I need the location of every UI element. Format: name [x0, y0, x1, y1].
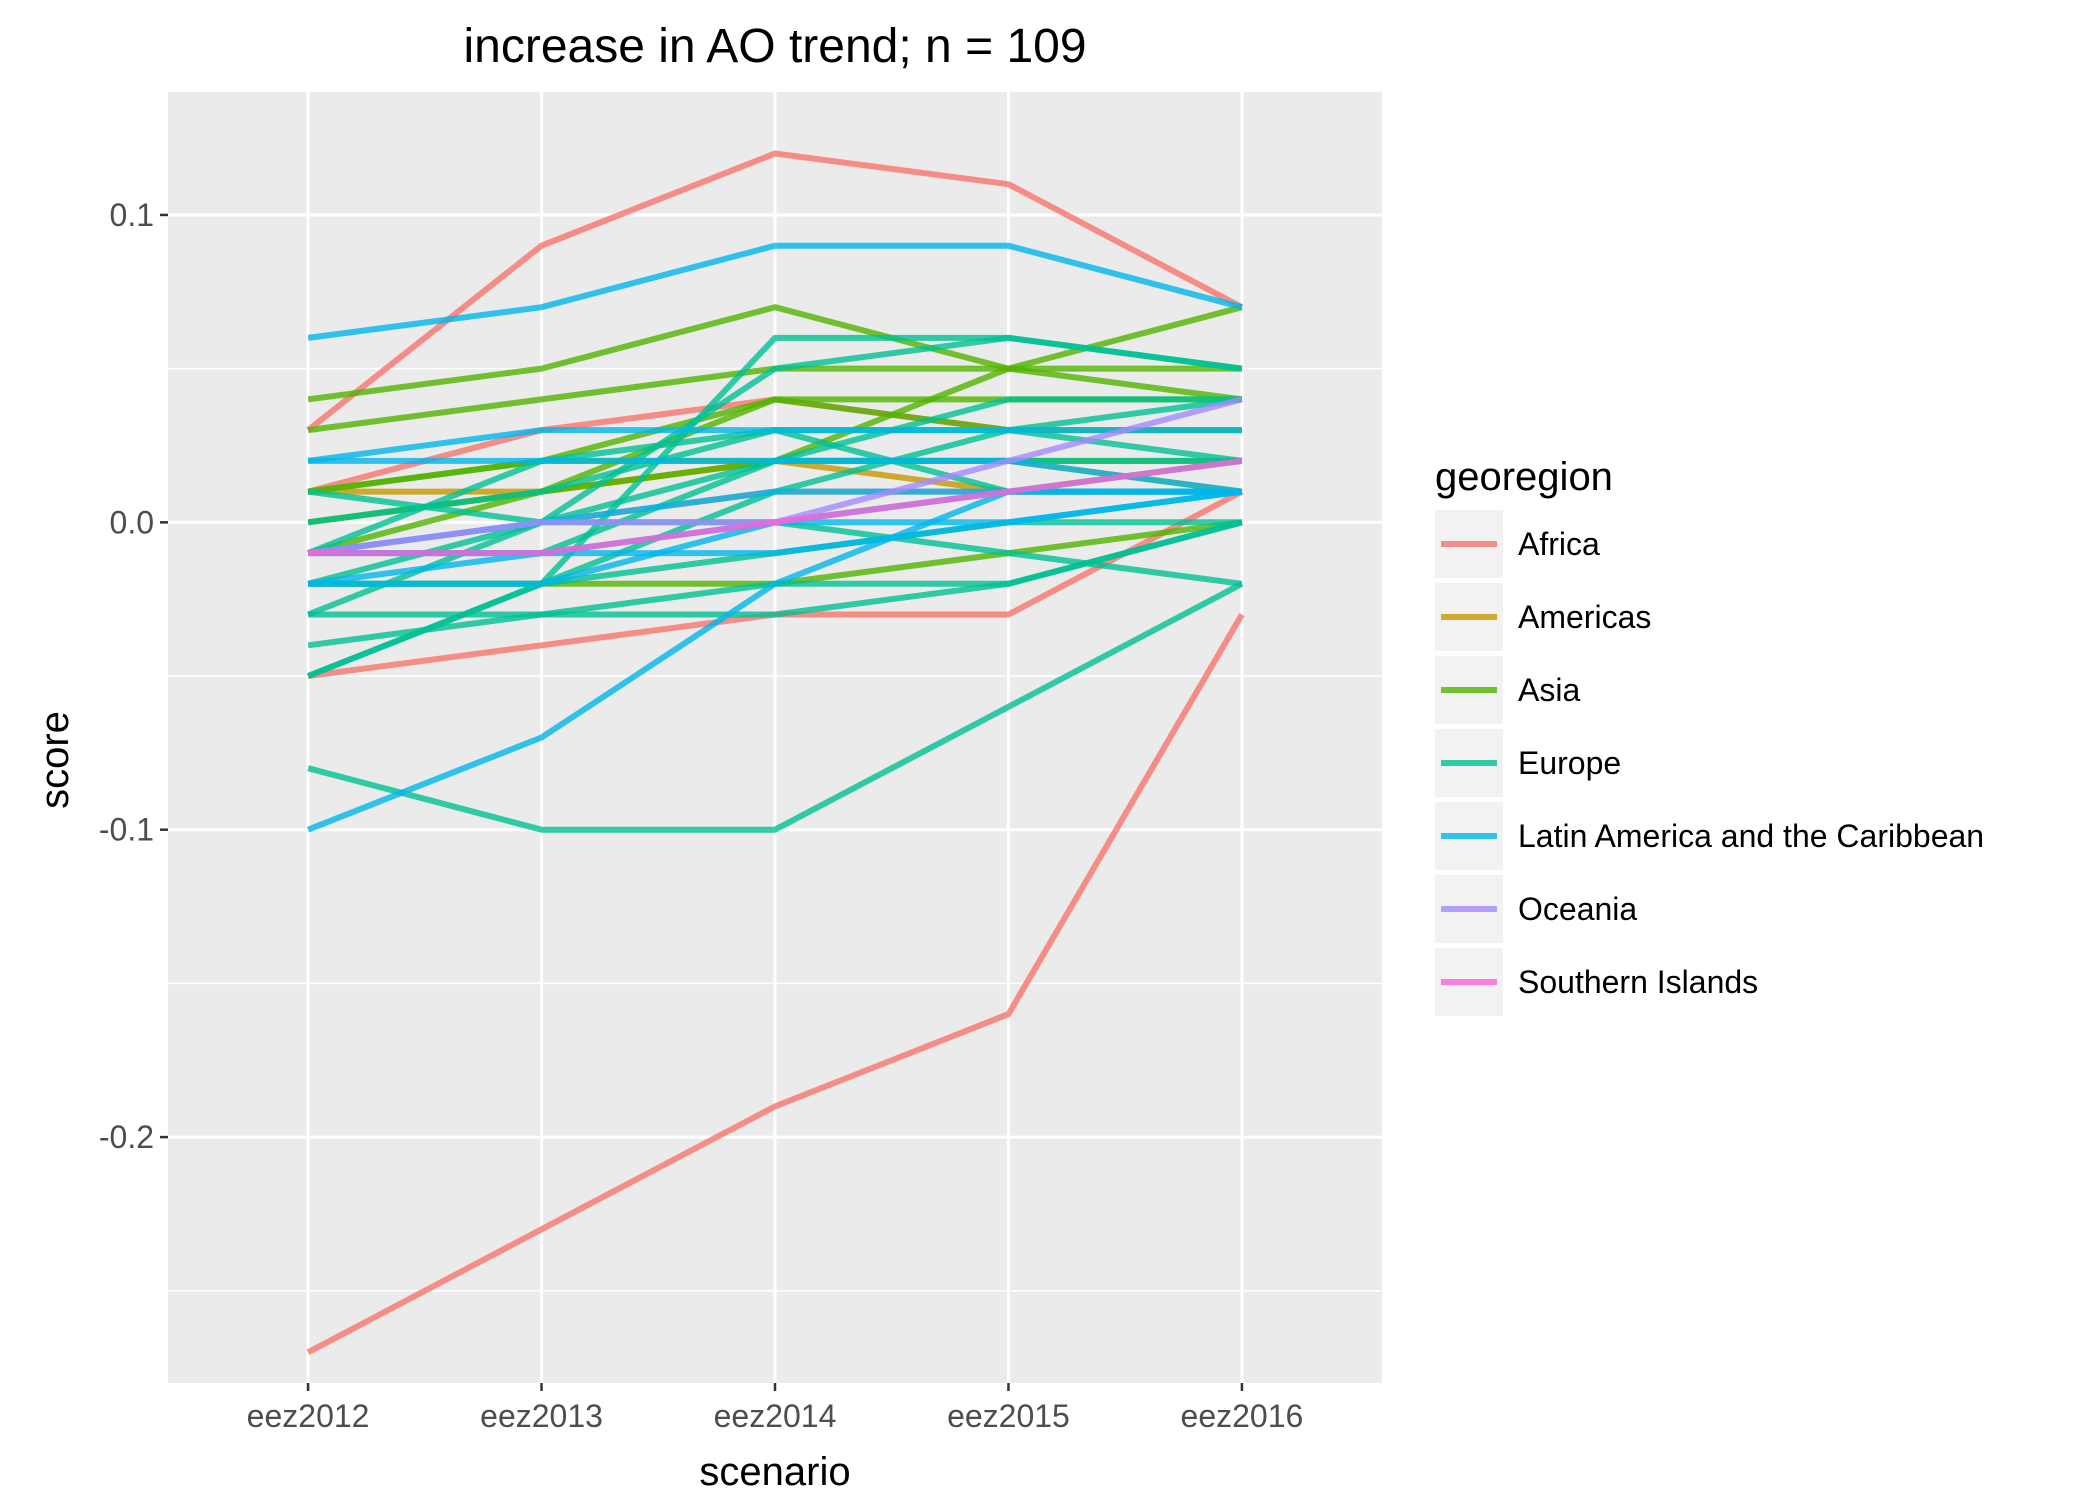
legend-label: Europe [1518, 745, 1621, 781]
series-line-latin-america-and-the-caribbean [307, 242, 1243, 341]
series-line-latin-america-and-the-caribbean [307, 427, 1242, 464]
legend-label: Oceania [1518, 891, 1637, 927]
legend-label: Asia [1518, 672, 1580, 708]
legend-label: Africa [1518, 526, 1600, 562]
x-tick-label: eez2016 [1181, 1398, 1304, 1434]
series-line-africa [306, 612, 1245, 1355]
y-tick-label: -0.2 [99, 1119, 154, 1155]
x-axis: eez2012 eez2013 eez2014 eez2015 eez2016 [247, 1383, 1304, 1434]
legend-label: Southern Islands [1518, 964, 1758, 1000]
series-line-europe [307, 581, 1244, 833]
y-tick-label: 0.0 [110, 504, 154, 540]
legend-label: Americas [1518, 599, 1651, 635]
x-tick-label: eez2015 [947, 1398, 1070, 1434]
series-lines [306, 150, 1245, 1355]
legend-label: Latin America and the Caribbean [1518, 818, 1984, 854]
x-tick-label: eez2014 [714, 1398, 837, 1434]
y-tick-label: 0.1 [110, 197, 154, 233]
x-tick-label: eez2012 [247, 1398, 370, 1434]
series-line-latin-america-and-the-caribbean [308, 457, 1243, 495]
legend: georegion Africa Americas Asia Europe Latin … [1435, 455, 1984, 1016]
y-axis: -0.2 -0.1 0.0 0.1 [99, 197, 168, 1155]
y-tick-label: -0.1 [99, 812, 154, 848]
series-line-southern-islands [308, 457, 1243, 557]
legend-title: georegion [1435, 455, 1613, 499]
chart-title: increase in AO trend; n = 109 [463, 20, 1086, 73]
series-line-asia [307, 304, 1243, 403]
x-tick-label: eez2013 [480, 1398, 603, 1434]
series-line-africa [306, 150, 1244, 433]
x-axis-title: scenario [699, 1450, 850, 1494]
y-axis-title: score [33, 711, 77, 809]
